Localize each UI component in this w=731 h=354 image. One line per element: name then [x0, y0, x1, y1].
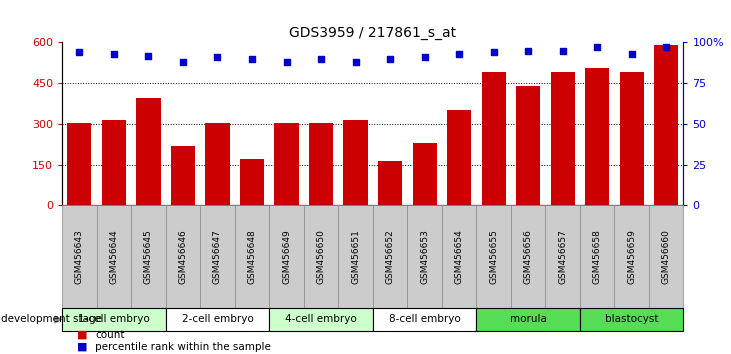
- Point: [591, 45, 603, 50]
- Text: development stage: development stage: [1, 314, 102, 325]
- Bar: [516, 86, 540, 205]
- Point: [522, 48, 534, 53]
- Text: GSM456658: GSM456658: [593, 229, 602, 284]
- Bar: [412, 143, 436, 205]
- Text: GSM456644: GSM456644: [110, 229, 118, 284]
- Text: 8-cell embryo: 8-cell embryo: [389, 314, 461, 325]
- Bar: [102, 120, 126, 205]
- Text: GSM456643: GSM456643: [75, 229, 84, 284]
- Point: [281, 59, 292, 65]
- Text: GSM456657: GSM456657: [558, 229, 567, 284]
- Text: ■: ■: [77, 342, 87, 352]
- Bar: [171, 145, 195, 205]
- Bar: [137, 98, 161, 205]
- Text: ■: ■: [77, 330, 87, 339]
- Point: [108, 51, 120, 57]
- Point: [315, 56, 327, 62]
- Text: 4-cell embryo: 4-cell embryo: [285, 314, 357, 325]
- Point: [488, 50, 499, 55]
- Point: [453, 51, 465, 57]
- Text: blastocyst: blastocyst: [605, 314, 659, 325]
- Bar: [309, 122, 333, 205]
- Bar: [344, 120, 368, 205]
- Point: [349, 59, 361, 65]
- Text: GSM456654: GSM456654: [455, 229, 463, 284]
- Text: GSM456650: GSM456650: [317, 229, 325, 284]
- Point: [177, 59, 189, 65]
- Bar: [447, 110, 471, 205]
- Text: GSM456660: GSM456660: [662, 229, 671, 284]
- Bar: [240, 159, 264, 205]
- Text: percentile rank within the sample: percentile rank within the sample: [95, 342, 271, 352]
- Text: GSM456656: GSM456656: [523, 229, 533, 284]
- Text: 2-cell embryo: 2-cell embryo: [181, 314, 254, 325]
- Point: [626, 51, 637, 57]
- Title: GDS3959 / 217861_s_at: GDS3959 / 217861_s_at: [289, 26, 456, 40]
- Bar: [482, 72, 506, 205]
- Bar: [585, 68, 609, 205]
- Text: GSM456647: GSM456647: [213, 229, 222, 284]
- Text: GSM456646: GSM456646: [178, 229, 187, 284]
- Text: morula: morula: [510, 314, 547, 325]
- Text: GSM456649: GSM456649: [282, 229, 291, 284]
- Text: GSM456651: GSM456651: [351, 229, 360, 284]
- Bar: [274, 122, 298, 205]
- Text: 1-cell embryo: 1-cell embryo: [78, 314, 150, 325]
- Text: GSM456659: GSM456659: [627, 229, 636, 284]
- Point: [660, 45, 672, 50]
- Point: [143, 53, 154, 58]
- Text: GSM456653: GSM456653: [420, 229, 429, 284]
- Bar: [67, 122, 91, 205]
- Text: GSM456652: GSM456652: [385, 229, 395, 284]
- Point: [419, 54, 431, 60]
- Point: [385, 56, 396, 62]
- Point: [212, 54, 224, 60]
- Text: GSM456648: GSM456648: [248, 229, 257, 284]
- Bar: [378, 161, 402, 205]
- Point: [246, 56, 258, 62]
- Point: [74, 50, 86, 55]
- Bar: [654, 45, 678, 205]
- Text: GSM456645: GSM456645: [144, 229, 153, 284]
- Bar: [620, 72, 644, 205]
- Point: [557, 48, 569, 53]
- Text: GSM456655: GSM456655: [489, 229, 498, 284]
- Bar: [550, 72, 575, 205]
- Text: count: count: [95, 330, 124, 339]
- Bar: [205, 122, 230, 205]
